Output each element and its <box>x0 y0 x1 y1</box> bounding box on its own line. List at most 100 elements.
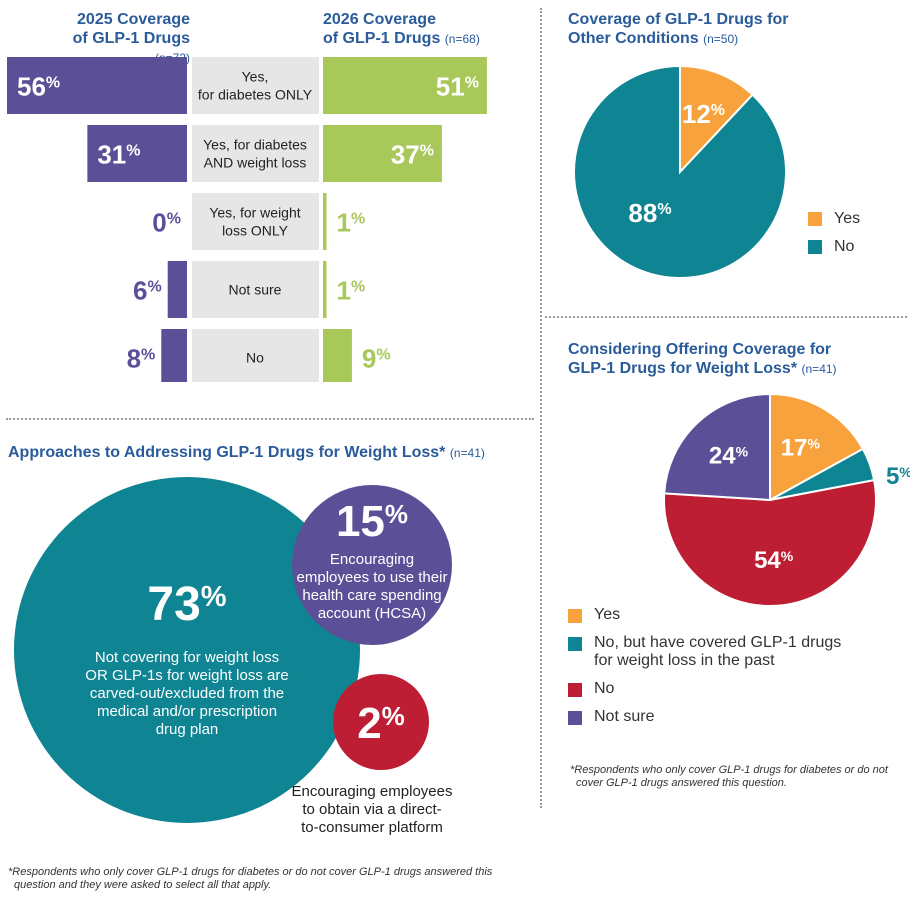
pie2-legend-item: Yes <box>568 606 841 624</box>
separator-vertical <box>540 8 542 808</box>
pie1-header-line2: Other Conditions (n=50) <box>568 29 898 49</box>
value-2025-3: 6% <box>133 276 162 306</box>
approaches-header: Approaches to Addressing GLP-1 Drugs for… <box>8 443 528 463</box>
bar-2025-3 <box>167 261 187 318</box>
pie1-header-line1: Coverage of GLP-1 Drugs for <box>568 11 789 28</box>
bubble-not-covering-value: 73% <box>147 578 226 631</box>
approaches-n: (n=41) <box>449 446 485 460</box>
pie2-header-line2: GLP-1 Drugs for Weight Loss* (n=41) <box>568 359 908 379</box>
bar-2026-2 <box>323 193 327 250</box>
bubble-dtc-label: Encouraging employees to obtain via a dir… <box>292 783 453 836</box>
category-box-2 <box>192 193 319 250</box>
legend-swatch <box>568 683 582 697</box>
bubble-dtc <box>333 674 429 770</box>
category-box-4 <box>192 329 319 382</box>
coverage-butterfly-chart: Yes, for diabetes ONLY 56% 51% Yes, for diab… <box>7 57 487 382</box>
category-label-4: No <box>246 350 264 366</box>
legend-label-box: Not sure <box>594 708 654 726</box>
pie2-slice-3 <box>663 392 771 502</box>
pie2-value-yes: 17% <box>781 434 821 461</box>
bar-2026-0 <box>323 57 487 114</box>
category-label-0: Yes, for diabetes ONLY <box>198 69 313 103</box>
category-box-1 <box>192 125 319 182</box>
bar-2026-4 <box>323 329 352 382</box>
pie1-chart: 12% 88% <box>573 64 787 279</box>
legend-label-box: No <box>594 680 614 698</box>
pie2-header-line2-text: GLP-1 Drugs for Weight Loss* <box>568 360 798 377</box>
value-2026-4: 9% <box>362 344 391 374</box>
bubble-dtc-value: 2% <box>357 699 405 748</box>
pie1-legend-item: Yes <box>808 210 860 228</box>
pie2-legend-item: Not sure <box>568 708 841 726</box>
category-box-3 <box>192 261 319 318</box>
footnote-left-line1: *Respondents who only cover GLP-1 drugs … <box>8 866 493 878</box>
legend-label-line2: for weight loss in the past <box>594 652 775 669</box>
legend-label: Yes <box>834 210 861 227</box>
value-2026-0: 51% <box>436 72 479 102</box>
category-label-1: Yes, for diabetes AND weight loss <box>203 137 307 171</box>
pie1-value-no: 88% <box>628 198 671 228</box>
legend-label: No, but have covered GLP-1 drugs <box>594 634 842 651</box>
separator-right-horizontal <box>545 316 907 318</box>
approaches-bubble-chart: 73% Not covering for weight loss OR GLP-1s… <box>14 477 453 836</box>
pie2-slice-2 <box>663 478 877 607</box>
value-2025-2: 0% <box>152 208 181 238</box>
bar-2026-3 <box>323 261 327 318</box>
pie2-value-no: 54% <box>754 547 794 574</box>
value-2025-4: 8% <box>127 344 156 374</box>
category-label-3: Not sure <box>229 282 282 298</box>
header-2026-coverage: 2026 Coverage of GLP-1 Drugs (n=68) <box>323 10 523 49</box>
legend-swatch <box>808 212 822 226</box>
bubble-not-covering-label: Not covering for weight loss OR GLP-1s fo… <box>85 649 288 738</box>
value-2025-0: 56% <box>17 72 60 102</box>
header-2025-line1: 2025 Coverage <box>77 11 190 28</box>
header-2025-line2-text: of GLP-1 Drugs <box>72 30 190 47</box>
pie2-header: Considering Offering Coverage for GLP-1 … <box>568 340 908 379</box>
bar-2026-1 <box>323 125 442 182</box>
separator-left-horizontal <box>6 418 534 420</box>
legend-label-box: No, but have covered GLP-1 drugs for weig… <box>594 634 841 670</box>
value-2026-2: 1% <box>337 208 366 238</box>
pie2-legend-item: No, but have covered GLP-1 drugs for weig… <box>568 634 841 670</box>
value-2025-1: 31% <box>97 140 140 170</box>
pie2-chart: 17% 5% 54% 24% <box>663 392 910 607</box>
pie2-value-notsure: 24% <box>709 443 749 470</box>
value-2026-1: 37% <box>391 140 434 170</box>
legend-label: Yes <box>594 606 621 623</box>
header-2026-line2-text: of GLP-1 Drugs <box>323 30 441 47</box>
pie2-header-line1: Considering Offering Coverage for <box>568 341 832 358</box>
legend-swatch <box>568 711 582 725</box>
category-label-2: Yes, for weight loss ONLY <box>209 205 300 239</box>
pie1-value-yes: 12% <box>682 99 725 129</box>
category-box-0 <box>192 57 319 114</box>
bar-2025-1 <box>87 125 187 182</box>
legend-swatch <box>568 637 582 651</box>
pie2-slice-0 <box>769 392 865 502</box>
legend-swatch <box>568 609 582 623</box>
bar-2025-4 <box>161 329 187 382</box>
bubble-not-covering <box>14 477 360 823</box>
pie1-header-n: (n=50) <box>703 32 739 46</box>
value-2026-3: 1% <box>337 276 366 306</box>
approaches-title: Approaches to Addressing GLP-1 Drugs for… <box>8 444 446 461</box>
legend-label: Not sure <box>594 708 655 725</box>
pie1-slice-1 <box>573 64 787 279</box>
bubble-hcsa <box>292 485 452 645</box>
header-2026-line2: of GLP-1 Drugs (n=68) <box>323 29 523 49</box>
legend-swatch <box>808 240 822 254</box>
pie2-header-n: (n=41) <box>801 362 837 376</box>
legend-label-box: Yes <box>594 606 620 624</box>
legend-label: No <box>834 238 855 255</box>
pie2-legend: Yes No, but have covered GLP-1 drugs for w… <box>568 606 841 736</box>
pie1-legend-item: No <box>808 238 860 256</box>
legend-label: No <box>594 680 615 697</box>
header-2026-n: (n=68) <box>444 32 480 46</box>
footnote-right-line1: *Respondents who only cover GLP-1 drugs … <box>570 764 888 776</box>
pie1-slice-0 <box>679 64 754 175</box>
header-2026-line1: 2026 Coverage <box>323 11 436 28</box>
footnote-left: *Respondents who only cover GLP-1 drugs … <box>8 866 528 892</box>
pie1-header-line2-text: Other Conditions <box>568 30 699 47</box>
pie2-value-no-but: 5% <box>886 463 910 490</box>
bubble-hcsa-label: Encouraging employees to use their health … <box>297 551 448 622</box>
footnote-right-line2: cover GLP-1 drugs answered this question… <box>576 777 787 789</box>
